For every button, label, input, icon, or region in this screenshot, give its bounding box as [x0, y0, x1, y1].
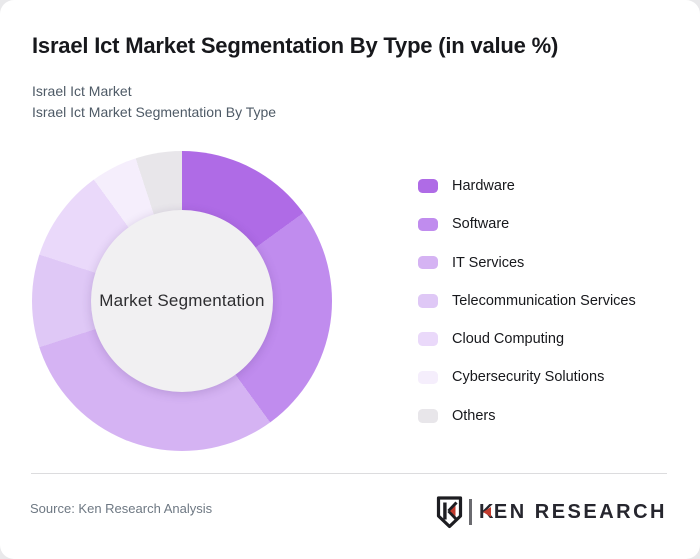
legend-swatch — [418, 332, 438, 346]
legend-swatch — [418, 179, 438, 193]
legend-label: Telecommunication Services — [452, 292, 636, 309]
legend-swatch — [418, 294, 438, 308]
legend-label: Hardware — [452, 178, 515, 194]
source-text: Source: Ken Research Analysis — [30, 501, 213, 516]
logo-wordmark-rest: EN RESEARCH — [493, 500, 667, 523]
shield-k-badge-icon — [437, 495, 463, 528]
legend-swatch — [418, 255, 438, 270]
footer-divider — [31, 473, 667, 474]
legend-swatch — [418, 370, 438, 385]
legend-item[interactable]: Hardware — [418, 178, 636, 194]
legend-label: IT Services — [452, 254, 525, 271]
subtitle-line-2: Israel Ict Market Segmentation By Type — [32, 104, 277, 120]
subtitle-line-1: Israel Ict Market — [32, 83, 132, 99]
center-label: Market Segmentation — [99, 291, 265, 310]
legend-label: Software — [452, 216, 510, 233]
legend-item[interactable]: Cybersecurity Solutions — [418, 369, 636, 386]
legend-item[interactable]: IT Services — [418, 254, 636, 271]
legend-swatch — [418, 217, 438, 232]
legend-item[interactable]: Others — [418, 407, 636, 424]
chart-subtitle: Israel Ict Market Israel Ict Market Segm… — [32, 81, 276, 123]
legend-label: Cybersecurity Solutions — [452, 369, 605, 386]
logo-red-triangle-icon — [482, 507, 491, 517]
donut-hole: Market Segmentation — [91, 210, 273, 392]
legend: Hardware Software IT Services Telecommun… — [418, 178, 636, 447]
legend-label: Cloud Computing — [452, 331, 565, 348]
logo-separator — [469, 499, 472, 525]
legend-item[interactable]: Cloud Computing — [418, 331, 636, 348]
ken-research-logo: K EN RESEARCH — [436, 494, 667, 530]
logo-wordmark: K EN RESEARCH — [479, 501, 667, 524]
legend-item[interactable]: Software — [418, 216, 636, 233]
legend-item[interactable]: Telecommunication Services — [418, 292, 636, 309]
page-title: Israel Ict Market Segmentation By Type (… — [32, 33, 559, 58]
donut-chart: Market Segmentation — [32, 151, 332, 451]
legend-swatch — [418, 409, 438, 423]
legend-label: Others — [452, 407, 496, 424]
